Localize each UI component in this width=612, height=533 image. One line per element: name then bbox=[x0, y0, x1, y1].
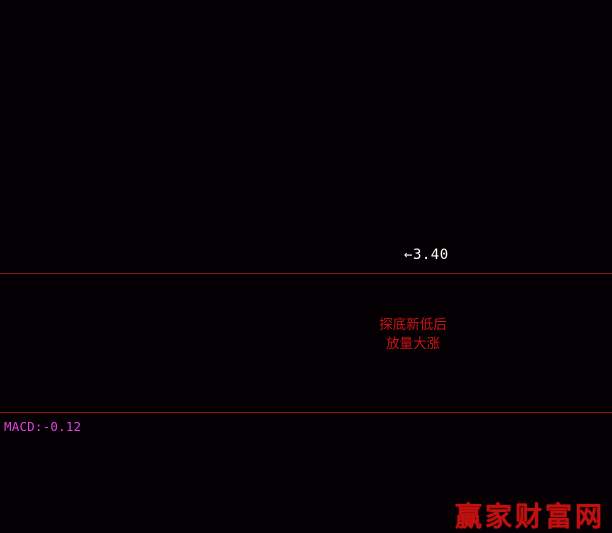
price-chart-svg bbox=[0, 0, 612, 273]
price-callout-arrow: ← bbox=[404, 247, 413, 263]
chart-annotation-note: 探底新低后 放量大涨 bbox=[358, 316, 468, 354]
site-watermark: 赢家财富网 bbox=[455, 502, 605, 533]
macd-readout: MACD:-0.12 bbox=[4, 419, 81, 434]
volume-chart-svg bbox=[0, 276, 612, 412]
macd-label: MACD: bbox=[4, 419, 43, 434]
volume-panel[interactable] bbox=[0, 276, 612, 412]
price-callout-value: 3.40 bbox=[412, 247, 449, 263]
price-candlestick-panel[interactable] bbox=[0, 0, 612, 273]
price-callout-label: ←3.40 bbox=[404, 247, 449, 263]
panel-separator-price-volume bbox=[0, 273, 612, 274]
panel-separator-volume-macd bbox=[0, 412, 612, 413]
annotation-line-2: 放量大涨 bbox=[386, 336, 440, 352]
macd-panel[interactable] bbox=[0, 437, 612, 533]
annotation-line-1: 探底新低后 bbox=[379, 317, 447, 333]
macd-value: -0.12 bbox=[42, 419, 82, 434]
